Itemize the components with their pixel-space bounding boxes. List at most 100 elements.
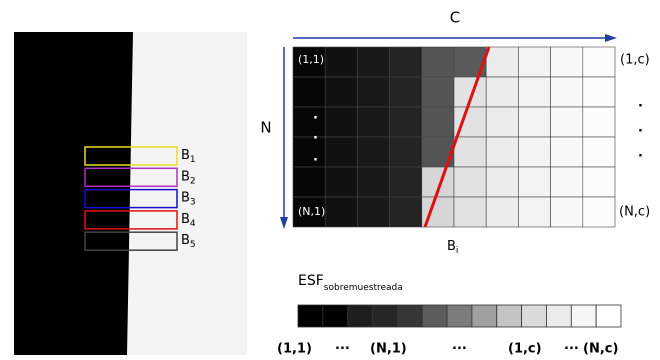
pixel-cell [357,167,389,197]
esf-index-label: (N,c) [583,342,618,357]
roi-label-sub: 5 [190,240,196,250]
esf-title-sub: sobremuestreada [324,283,403,293]
pixel-cell [390,47,422,77]
pixel-cell [486,77,518,107]
pixel-cell [390,167,422,197]
pixel-cell [518,47,550,77]
esf-title-main: ESF [298,273,324,289]
pixel-cell [454,137,486,167]
pixel-cell [357,197,389,227]
ellipsis-dot: . [313,128,318,143]
pixel-cell [583,167,615,197]
pixel-cell [422,47,454,77]
pixel-cell [357,137,389,167]
roi-label-sub: 1 [190,155,196,165]
pixel-cell [551,77,583,107]
pixel-cell [486,137,518,167]
corner-label: (N,1) [298,205,325,218]
pixel-cell [325,47,357,77]
pixel-cell [518,167,550,197]
figure: B1B2B3B4B5 C N (1,1) (N,1) (1,c) (N,c) .… [0,0,660,360]
pixel-cell [390,137,422,167]
pixel-cell [551,167,583,197]
pixel-cell [583,137,615,167]
pixel-cell [422,107,454,137]
esf-cell [472,305,497,327]
esf-cell [596,305,621,327]
roi-label-sub: 2 [190,176,196,186]
pixel-cell [583,77,615,107]
esf-cell [497,305,522,327]
pixel-cell [551,107,583,137]
pixel-cell [357,47,389,77]
pixel-cell [486,47,518,77]
esf-cell [447,305,472,327]
roi-label-main: B [181,211,190,226]
pixel-cell [486,167,518,197]
pixel-cell [583,107,615,137]
roi-label-sub: 3 [190,197,196,207]
corner-label: (N,c) [619,205,650,220]
line-label-main: B [447,239,456,254]
roi-label-main: B [181,169,190,184]
ellipsis-dot: . [638,121,643,136]
esf-index-label: ··· [564,342,579,357]
pixel-cell [293,77,325,107]
pixel-cell [357,107,389,137]
pixel-cell [454,167,486,197]
pixel-cell [518,77,550,107]
row-axis-label: N [260,119,271,137]
pixel-cell [486,197,518,227]
esf-cell [522,305,547,327]
esf-title: ESFsobremuestreada [298,273,403,293]
roi-label-main: B [181,233,190,248]
esf-index-label: ··· [335,342,350,357]
line-label-sub: i [456,246,459,256]
esf-cell [546,305,571,327]
pixel-cell [486,107,518,137]
edge-image-dark [14,32,133,355]
pixel-cell [551,137,583,167]
esf-cell [397,305,422,327]
corner-label: (1,1) [298,53,324,66]
esf-index-label: ··· [452,342,467,357]
pixel-cell [325,77,357,107]
pixel-cell [390,77,422,107]
ellipsis-dot: . [638,146,643,161]
esf-cell [323,305,348,327]
pixel-cell [518,107,550,137]
pixel-cell [293,107,325,137]
pixel-cell [583,197,615,227]
pixel-cell [583,47,615,77]
esf-cell [348,305,373,327]
roi-label-main: B [181,148,190,163]
pixel-cell [357,77,389,107]
pixel-cell [422,77,454,107]
esf-cell [422,305,447,327]
line-label: Bi [447,239,458,256]
roi-label-main: B [181,190,190,205]
corner-label: (1,c) [620,53,650,68]
esf-index-label: (1,1) [277,342,312,357]
pixel-cell [293,137,325,167]
pixel-cell [551,197,583,227]
pixel-cell [293,167,325,197]
pixel-cell [390,197,422,227]
ellipsis-dot: . [313,108,318,123]
esf-cell [373,305,398,327]
esf-index-label: (1,c) [508,342,542,357]
pixel-cell [454,197,486,227]
esf-index-label: (N,1) [370,342,407,357]
esf-cell [298,305,323,327]
pixel-cell [325,107,357,137]
esf-cell [571,305,596,327]
roi-label-sub: 4 [190,218,196,228]
row-arrow-head [280,217,288,229]
pixel-cell [518,197,550,227]
pixel-cell [390,107,422,137]
ellipsis-dot: . [313,150,318,165]
ellipsis-dot: . [638,96,643,111]
pixel-cell [518,137,550,167]
pixel-cell [325,167,357,197]
pixel-cell [325,137,357,167]
